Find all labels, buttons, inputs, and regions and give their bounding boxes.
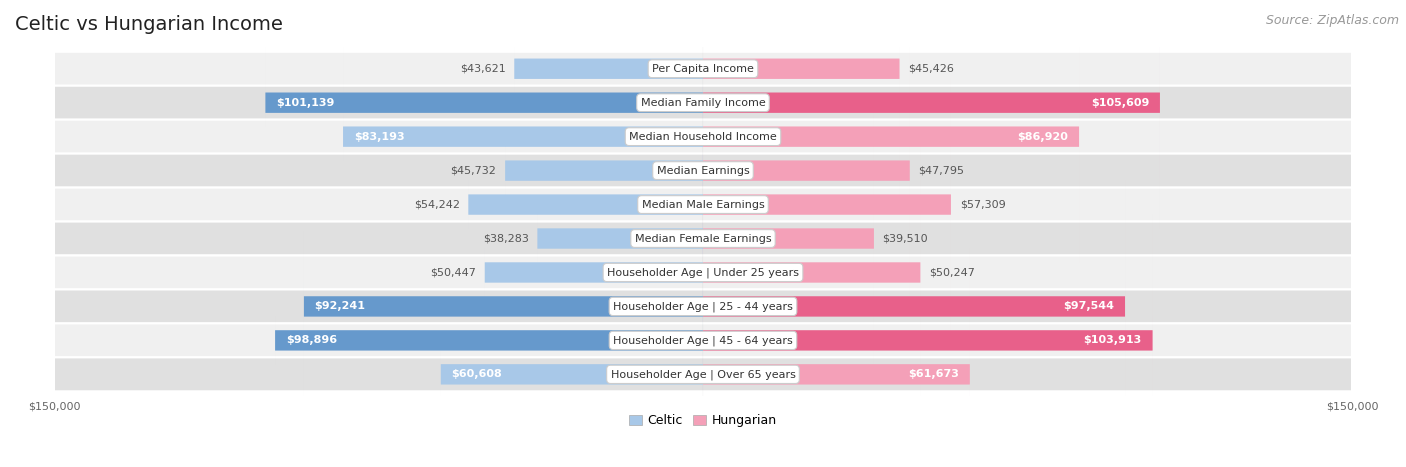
FancyBboxPatch shape [53, 255, 1353, 425]
FancyBboxPatch shape [53, 86, 1353, 255]
Text: $39,510: $39,510 [883, 234, 928, 243]
Text: $61,673: $61,673 [908, 369, 959, 379]
Text: $92,241: $92,241 [315, 301, 366, 311]
FancyBboxPatch shape [53, 188, 1353, 357]
FancyBboxPatch shape [53, 120, 1353, 290]
Text: Median Family Income: Median Family Income [641, 98, 765, 108]
Text: $98,896: $98,896 [285, 335, 337, 346]
FancyBboxPatch shape [343, 11, 703, 262]
FancyBboxPatch shape [703, 181, 1125, 432]
FancyBboxPatch shape [53, 290, 1353, 459]
Text: $57,309: $57,309 [960, 199, 1005, 210]
Text: $50,247: $50,247 [929, 268, 974, 277]
Text: Median Household Income: Median Household Income [628, 132, 778, 142]
Text: $50,447: $50,447 [430, 268, 477, 277]
FancyBboxPatch shape [703, 249, 970, 467]
FancyBboxPatch shape [440, 249, 703, 467]
Text: Householder Age | Under 25 years: Householder Age | Under 25 years [607, 267, 799, 278]
Text: $43,621: $43,621 [460, 64, 506, 74]
FancyBboxPatch shape [703, 11, 1080, 262]
Text: $83,193: $83,193 [354, 132, 405, 142]
FancyBboxPatch shape [53, 18, 1353, 188]
FancyBboxPatch shape [703, 79, 950, 330]
Text: $54,242: $54,242 [413, 199, 460, 210]
Text: Median Earnings: Median Earnings [657, 166, 749, 176]
Text: $45,732: $45,732 [450, 166, 496, 176]
Text: Median Female Earnings: Median Female Earnings [634, 234, 772, 243]
FancyBboxPatch shape [515, 0, 703, 194]
Text: Median Male Earnings: Median Male Earnings [641, 199, 765, 210]
FancyBboxPatch shape [703, 147, 921, 398]
FancyBboxPatch shape [53, 0, 1353, 154]
Text: $101,139: $101,139 [276, 98, 335, 108]
Text: Celtic vs Hungarian Income: Celtic vs Hungarian Income [15, 15, 283, 34]
FancyBboxPatch shape [468, 79, 703, 330]
FancyBboxPatch shape [276, 215, 703, 466]
FancyBboxPatch shape [53, 154, 1353, 324]
FancyBboxPatch shape [703, 45, 910, 296]
Text: $103,913: $103,913 [1084, 335, 1142, 346]
FancyBboxPatch shape [703, 113, 875, 364]
FancyBboxPatch shape [703, 0, 1160, 228]
Text: $38,283: $38,283 [482, 234, 529, 243]
Text: $45,426: $45,426 [908, 64, 955, 74]
Text: $47,795: $47,795 [918, 166, 965, 176]
FancyBboxPatch shape [266, 0, 703, 228]
FancyBboxPatch shape [53, 52, 1353, 221]
FancyBboxPatch shape [505, 45, 703, 296]
FancyBboxPatch shape [304, 181, 703, 432]
Text: Householder Age | 25 - 44 years: Householder Age | 25 - 44 years [613, 301, 793, 311]
Text: $60,608: $60,608 [451, 369, 502, 379]
Text: Householder Age | 45 - 64 years: Householder Age | 45 - 64 years [613, 335, 793, 346]
FancyBboxPatch shape [703, 215, 1153, 466]
Text: $86,920: $86,920 [1018, 132, 1069, 142]
FancyBboxPatch shape [537, 113, 703, 364]
Text: $97,544: $97,544 [1063, 301, 1115, 311]
Text: Householder Age | Over 65 years: Householder Age | Over 65 years [610, 369, 796, 380]
Text: Source: ZipAtlas.com: Source: ZipAtlas.com [1265, 14, 1399, 27]
Text: $105,609: $105,609 [1091, 98, 1149, 108]
FancyBboxPatch shape [703, 0, 900, 194]
Legend: Celtic, Hungarian: Celtic, Hungarian [624, 409, 782, 432]
FancyBboxPatch shape [53, 221, 1353, 391]
Text: Per Capita Income: Per Capita Income [652, 64, 754, 74]
FancyBboxPatch shape [485, 147, 703, 398]
